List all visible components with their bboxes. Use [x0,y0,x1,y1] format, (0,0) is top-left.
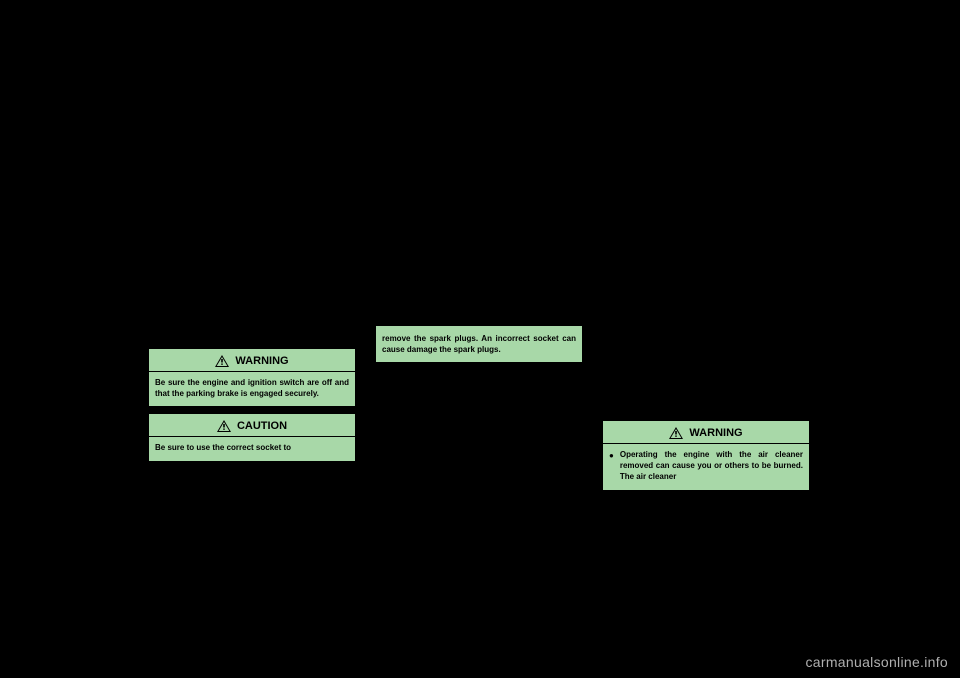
warning-bullet-item: ● Operating the engine with the air clea… [609,446,803,486]
watermark-text: carmanualsonline.info [806,654,949,670]
column-1: WARNING Be sure the engine and ignition … [148,348,356,468]
column-3: WARNING ● Operating the engine with the … [602,420,810,497]
warning-header-2: WARNING [603,425,809,444]
caution-text: Be sure to use the correct socket to [155,439,349,456]
warning-header: WARNING [149,353,355,372]
caution-box: CAUTION Be sure to use the correct socke… [148,413,356,461]
bullet-icon: ● [609,449,614,483]
warning-box: WARNING Be sure the engine and ignition … [148,348,356,407]
column-2: remove the spark plugs. An incorrect soc… [375,325,583,369]
warning-label-2: WARNING [689,427,742,439]
caution-triangle-icon [217,420,231,432]
page: WARNING Be sure the engine and ignition … [0,0,960,678]
caution-continuation-box: remove the spark plugs. An incorrect soc… [375,325,583,363]
warning-bullet-text: Operating the engine with the air cleane… [620,449,803,483]
warning-triangle-icon [215,355,229,367]
caution-header: CAUTION [149,418,355,437]
warning-text: Be sure the engine and ignition switch a… [155,374,349,402]
warning-triangle-icon [669,427,683,439]
caution-continuation-text: remove the spark plugs. An incorrect soc… [382,330,576,358]
caution-label: CAUTION [237,420,287,432]
warning-box-2: WARNING ● Operating the engine with the … [602,420,810,491]
warning-label: WARNING [235,355,288,367]
